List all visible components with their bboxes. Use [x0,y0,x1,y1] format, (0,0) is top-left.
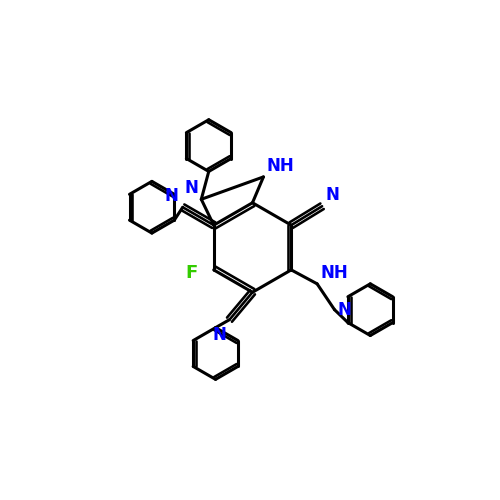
Text: N: N [338,300,351,318]
Text: N: N [184,180,198,198]
Text: N: N [165,187,178,205]
Text: F: F [186,264,198,282]
Text: NH: NH [266,157,294,175]
Text: N: N [212,326,226,344]
Text: N: N [325,186,339,204]
Text: NH: NH [320,264,348,282]
